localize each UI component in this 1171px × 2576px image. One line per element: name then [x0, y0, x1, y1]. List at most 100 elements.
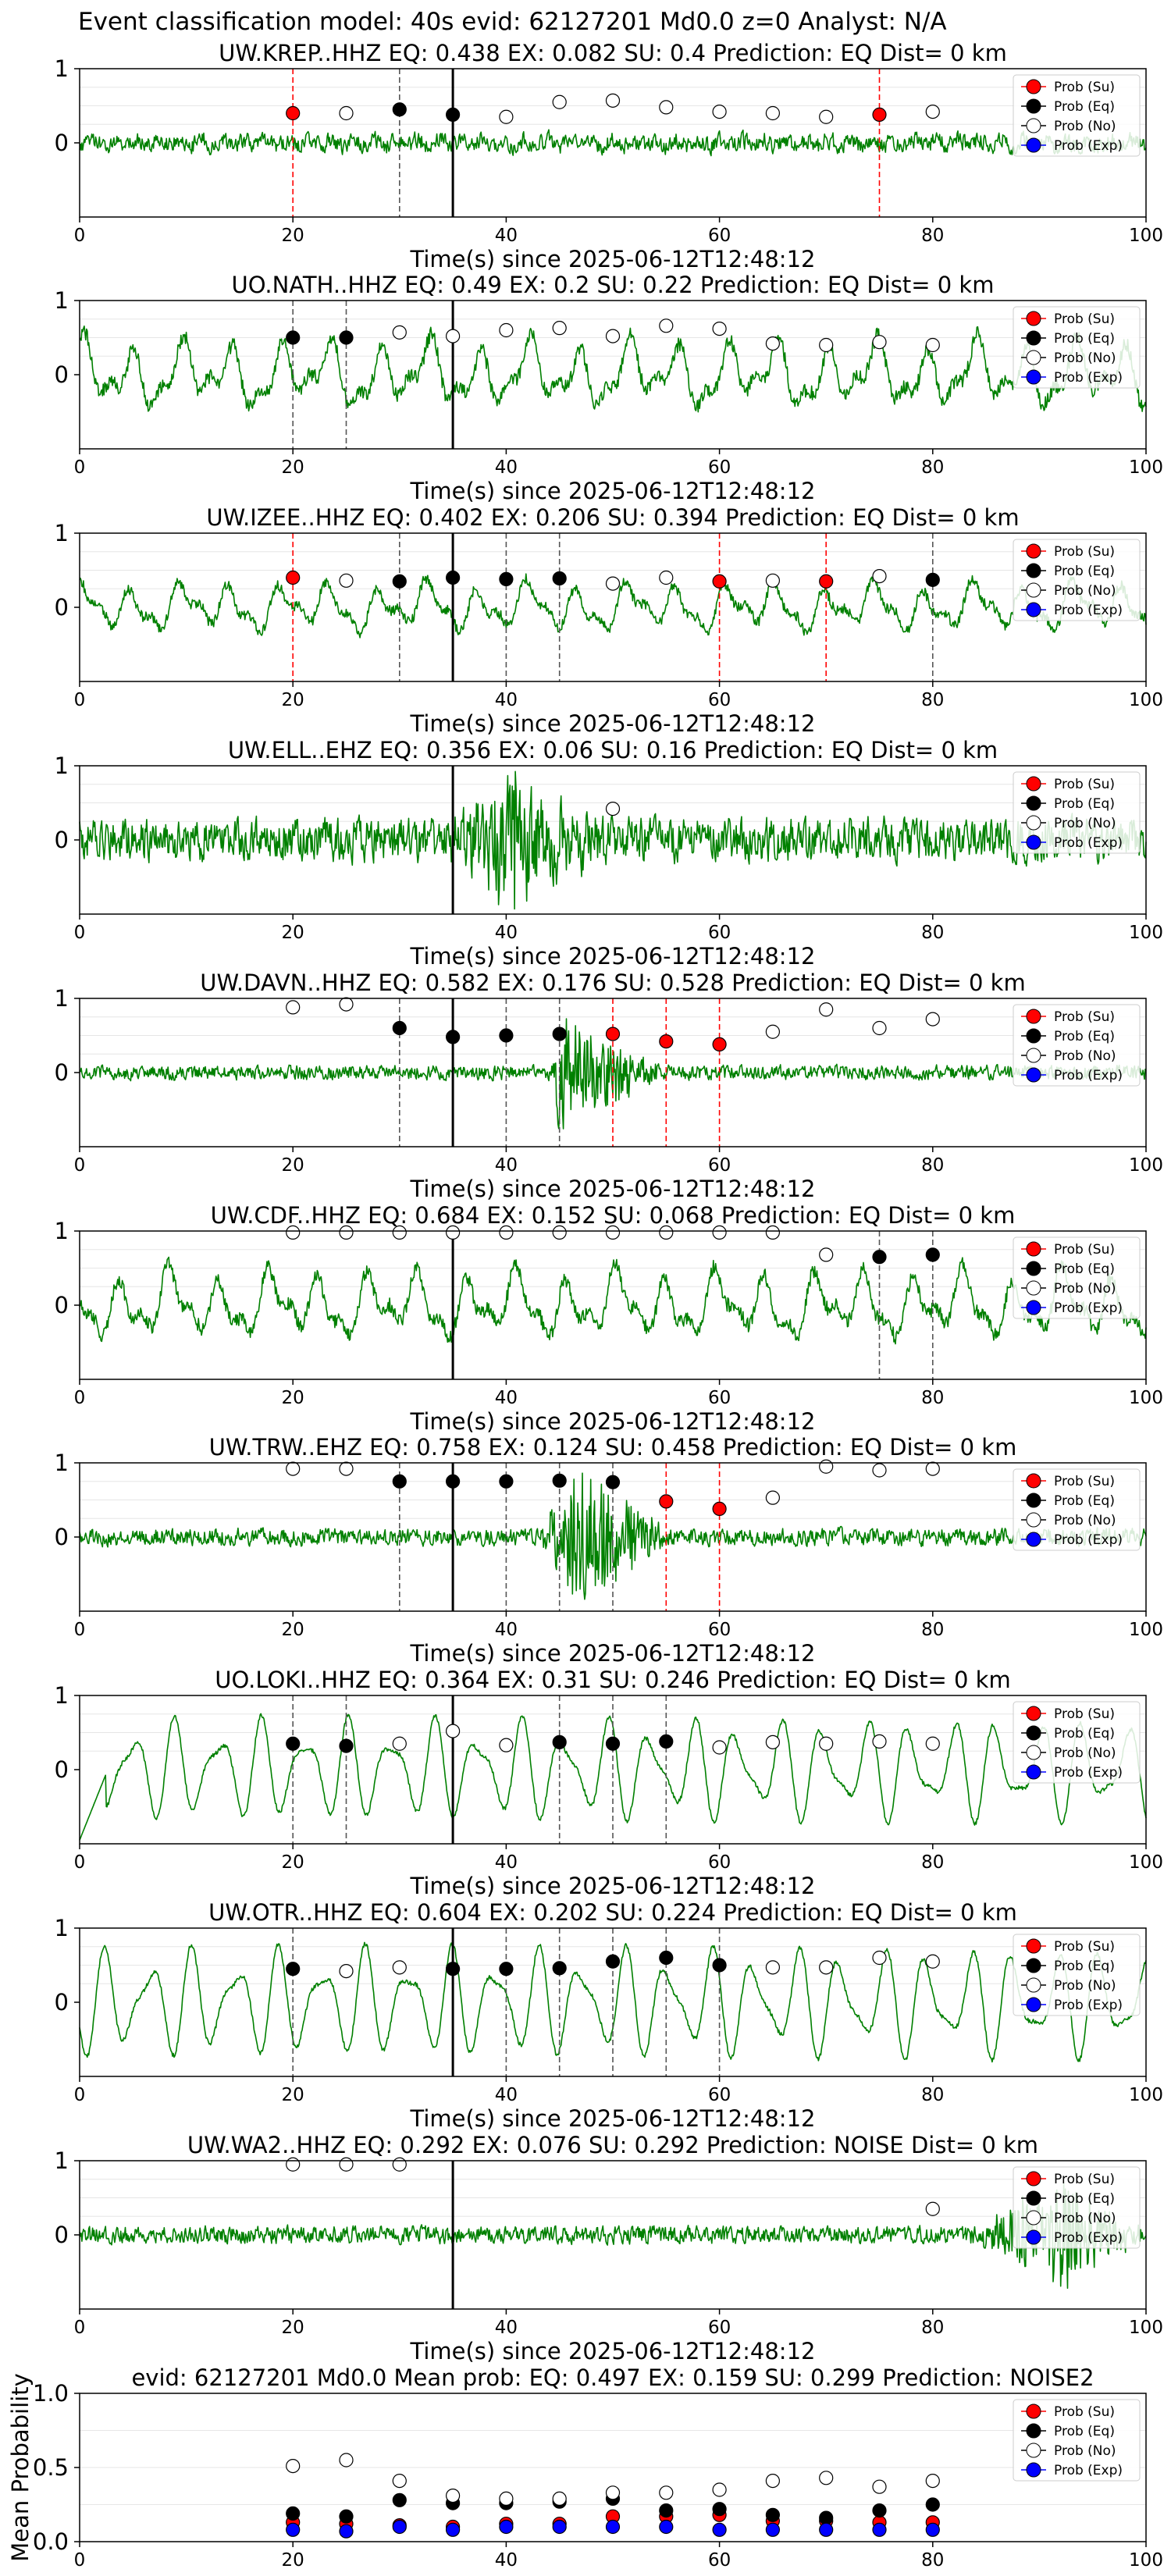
legend-label-exp: Prob (Exp) [1054, 835, 1123, 851]
prob-point-no [339, 997, 354, 1012]
waveform-trace [79, 770, 1147, 910]
mean-prob-point-exp [286, 2522, 301, 2537]
legend-label-no: Prob (No) [1054, 816, 1116, 831]
prob-point-eq [499, 1028, 514, 1043]
prob-point-eq [499, 571, 514, 587]
x-axis-label: Time(s) since 2025-06-12T12:48:12 [410, 1873, 816, 1899]
prob-point-no [872, 1950, 887, 1966]
legend: Prob (Su) Prob (Eq) Prob (No) Prob (Exp) [1013, 1934, 1141, 2016]
y-tick-label: 1 [55, 1450, 69, 1476]
mean-prob-point-no [445, 2489, 461, 2503]
prob-point-no [339, 1461, 354, 1476]
legend-label-eq: Prob (Eq) [1054, 1029, 1115, 1044]
mean-prob-point-eq [659, 2503, 674, 2518]
prob-point-no [712, 1740, 727, 1755]
prob-point-no [712, 105, 727, 119]
legend-label-su: Prob (Su) [1054, 1706, 1115, 1722]
legend-label-no: Prob (No) [1054, 1048, 1116, 1064]
prob-point-no [765, 1735, 781, 1749]
x-tick-label: 20 [282, 2318, 304, 2338]
legend-marker-su [1026, 1938, 1041, 1954]
prob-point-no [925, 1954, 940, 1969]
mean-prob-point-no [605, 2485, 621, 2500]
prob-point-no [552, 1225, 567, 1240]
x-tick-label: 40 [495, 1388, 518, 1408]
mean-prob-point-exp [605, 2519, 621, 2535]
x-tick-label: 60 [708, 2085, 731, 2105]
station-panel: UW.IZEE..HHZ EQ: 0.402 EX: 0.206 SU: 0.3… [55, 504, 1163, 737]
x-tick-label: 60 [708, 1388, 731, 1408]
prob-point-no [925, 337, 940, 353]
prob-point-no [872, 1020, 887, 1036]
prob-point-no [392, 325, 407, 340]
prob-point-su [712, 1501, 727, 1517]
legend-marker-su [1026, 1473, 1041, 1489]
legend-label-exp: Prob (Exp) [1054, 2230, 1123, 2246]
legend-label-eq: Prob (Eq) [1054, 796, 1115, 812]
x-axis-label: Time(s) since 2025-06-12T12:48:12 [410, 478, 816, 504]
x-tick-label: 100 [1129, 2085, 1163, 2105]
mean-prob-point-no [659, 2485, 674, 2500]
prob-point-no [286, 2157, 301, 2172]
x-tick-label: 80 [921, 1388, 944, 1408]
x-tick-label: 40 [495, 690, 518, 710]
prob-point-eq [925, 1247, 940, 1262]
prob-point-eq [445, 107, 461, 122]
prob-point-eq [659, 1950, 674, 1966]
station-panel: UW.CDF..HHZ EQ: 0.684 EX: 0.152 SU: 0.06… [55, 1202, 1163, 1435]
legend: Prob (Su) Prob (Eq) Prob (No) Prob (Exp) [1013, 2166, 1141, 2249]
legend-label-no: Prob (No) [1054, 2443, 1116, 2459]
legend-marker-su [1026, 1241, 1041, 1257]
prob-point-no [765, 573, 781, 588]
prob-point-no [552, 321, 567, 336]
y-tick-label: 0 [55, 1756, 69, 1783]
waveform-trace [79, 2182, 1147, 2290]
y-tick-label: 0 [55, 594, 69, 621]
prob-point-no [392, 1736, 407, 1751]
mean-prob-point-eq [819, 2510, 834, 2525]
prob-point-no [925, 105, 940, 119]
x-tick-label: 0 [74, 1852, 86, 1873]
x-tick-label: 0 [74, 457, 86, 478]
prob-point-no [712, 322, 727, 336]
prob-point-su [659, 1494, 674, 1509]
panel-title: UW.OTR..HHZ EQ: 0.604 EX: 0.202 SU: 0.22… [208, 1899, 1017, 1926]
panel-title: UW.ELL..EHZ EQ: 0.356 EX: 0.06 SU: 0.16 … [228, 737, 998, 763]
prob-point-eq [339, 1738, 354, 1753]
y-tick-label: 0 [55, 361, 69, 388]
x-tick-label: 20 [282, 2085, 304, 2105]
legend-marker-no [1026, 1512, 1041, 1528]
legend-frame [1013, 539, 1141, 621]
prob-point-no [445, 1724, 461, 1738]
legend: Prob (Su) Prob (Eq) Prob (No) Prob (Exp) [1013, 1236, 1141, 1319]
legend-label-eq: Prob (Eq) [1054, 1261, 1115, 1277]
legend-label-no: Prob (No) [1054, 1513, 1116, 1528]
prob-point-su [286, 570, 301, 585]
legend-label-su: Prob (Su) [1054, 1939, 1115, 1955]
mean-prob-point-eq [765, 2507, 781, 2522]
legend-marker-no [1026, 1048, 1041, 1063]
prob-point-no [286, 1000, 301, 1015]
x-axis-label: Time(s) since 2025-06-12T12:48:12 [410, 2105, 816, 2132]
prob-point-no [659, 570, 674, 585]
prob-point-no [765, 1490, 781, 1505]
y-tick-label: 1 [55, 1218, 69, 1244]
y-tick-label: 1 [55, 985, 69, 1012]
x-tick-label: 60 [708, 457, 731, 478]
y-tick-label: 0 [55, 130, 69, 156]
station-panel: UO.LOKI..HHZ EQ: 0.364 EX: 0.31 SU: 0.24… [55, 1667, 1163, 1899]
x-tick-label: 20 [282, 923, 304, 943]
y-tick-label: 1 [55, 55, 69, 82]
mean-prob-point-exp [339, 2524, 354, 2539]
legend-marker-exp [1026, 1067, 1041, 1083]
legend: Prob (Su) Prob (Eq) Prob (No) Prob (Exp) [1013, 1004, 1141, 1087]
prob-point-eq [445, 1474, 461, 1489]
prob-point-no [499, 109, 514, 124]
panel-title: UW.WA2..HHZ EQ: 0.292 EX: 0.076 SU: 0.29… [187, 2132, 1038, 2158]
waveform-trace [79, 1941, 1147, 2063]
legend-marker-eq [1026, 98, 1041, 114]
legend-marker-eq [1026, 563, 1041, 578]
prob-point-eq [339, 330, 354, 345]
x-tick-label: 100 [1129, 2550, 1163, 2571]
